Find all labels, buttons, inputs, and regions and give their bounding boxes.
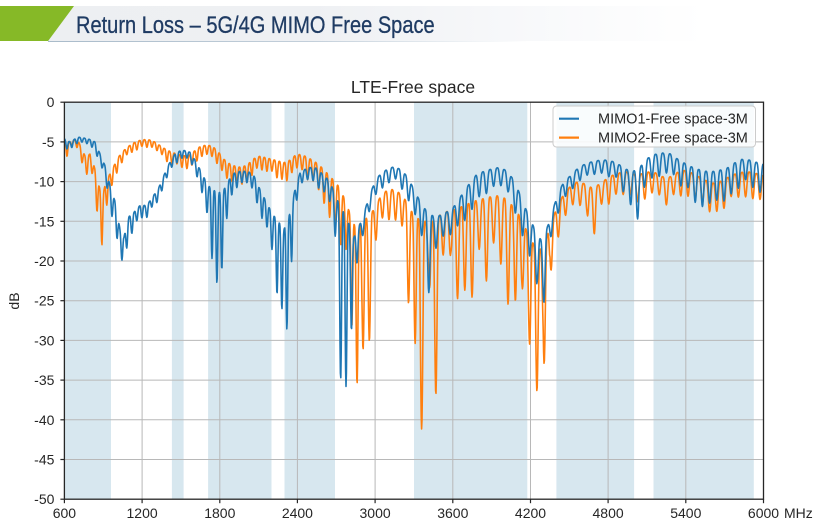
svg-text:dB: dB xyxy=(6,292,22,309)
svg-text:-15: -15 xyxy=(34,213,54,229)
svg-text:MIMO2-Free space-3M: MIMO2-Free space-3M xyxy=(598,130,748,146)
svg-text:-10: -10 xyxy=(34,174,54,190)
svg-text:5400: 5400 xyxy=(670,505,701,521)
svg-text:-40: -40 xyxy=(34,412,54,428)
svg-text:3600: 3600 xyxy=(437,505,468,521)
svg-text:-50: -50 xyxy=(34,491,54,507)
svg-text:-30: -30 xyxy=(34,332,54,348)
svg-text:600: 600 xyxy=(53,505,77,521)
svg-text:MHz: MHz xyxy=(784,505,813,521)
svg-text:-45: -45 xyxy=(34,452,54,468)
svg-text:4800: 4800 xyxy=(593,505,624,521)
svg-text:6000: 6000 xyxy=(748,505,779,521)
svg-text:LTE-Free space: LTE-Free space xyxy=(351,77,475,97)
svg-text:4200: 4200 xyxy=(515,505,546,521)
svg-text:2400: 2400 xyxy=(282,505,313,521)
svg-text:-5: -5 xyxy=(42,134,55,150)
svg-text:-35: -35 xyxy=(34,372,54,388)
svg-text:-25: -25 xyxy=(34,293,54,309)
svg-text:MIMO1-Free space-3M: MIMO1-Free space-3M xyxy=(598,112,748,128)
svg-text:-20: -20 xyxy=(34,253,54,269)
svg-text:1200: 1200 xyxy=(127,505,158,521)
svg-text:3000: 3000 xyxy=(360,505,391,521)
svg-text:0: 0 xyxy=(47,94,55,110)
svg-text:1800: 1800 xyxy=(204,505,235,521)
